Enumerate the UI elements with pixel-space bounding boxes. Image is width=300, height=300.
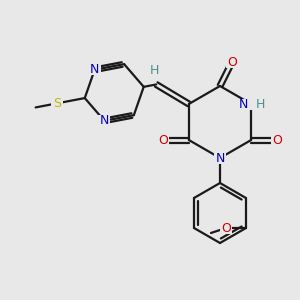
Bar [98, 115, 110, 126]
Bar [214, 152, 226, 164]
Bar [51, 98, 63, 109]
Text: N: N [100, 114, 109, 127]
Text: S: S [53, 97, 61, 110]
Text: O: O [227, 56, 237, 68]
Bar [220, 223, 232, 233]
Bar [157, 134, 169, 146]
Text: N: N [215, 152, 225, 164]
Bar [271, 134, 283, 146]
Text: O: O [272, 134, 282, 146]
Text: H: H [256, 98, 266, 110]
Bar [88, 64, 101, 75]
Text: O: O [158, 134, 168, 146]
Text: N: N [239, 98, 248, 110]
Bar [226, 56, 238, 68]
Text: O: O [221, 221, 231, 235]
Bar [148, 65, 160, 76]
Text: N: N [90, 63, 99, 76]
Bar [240, 98, 262, 110]
Text: H: H [150, 64, 159, 77]
